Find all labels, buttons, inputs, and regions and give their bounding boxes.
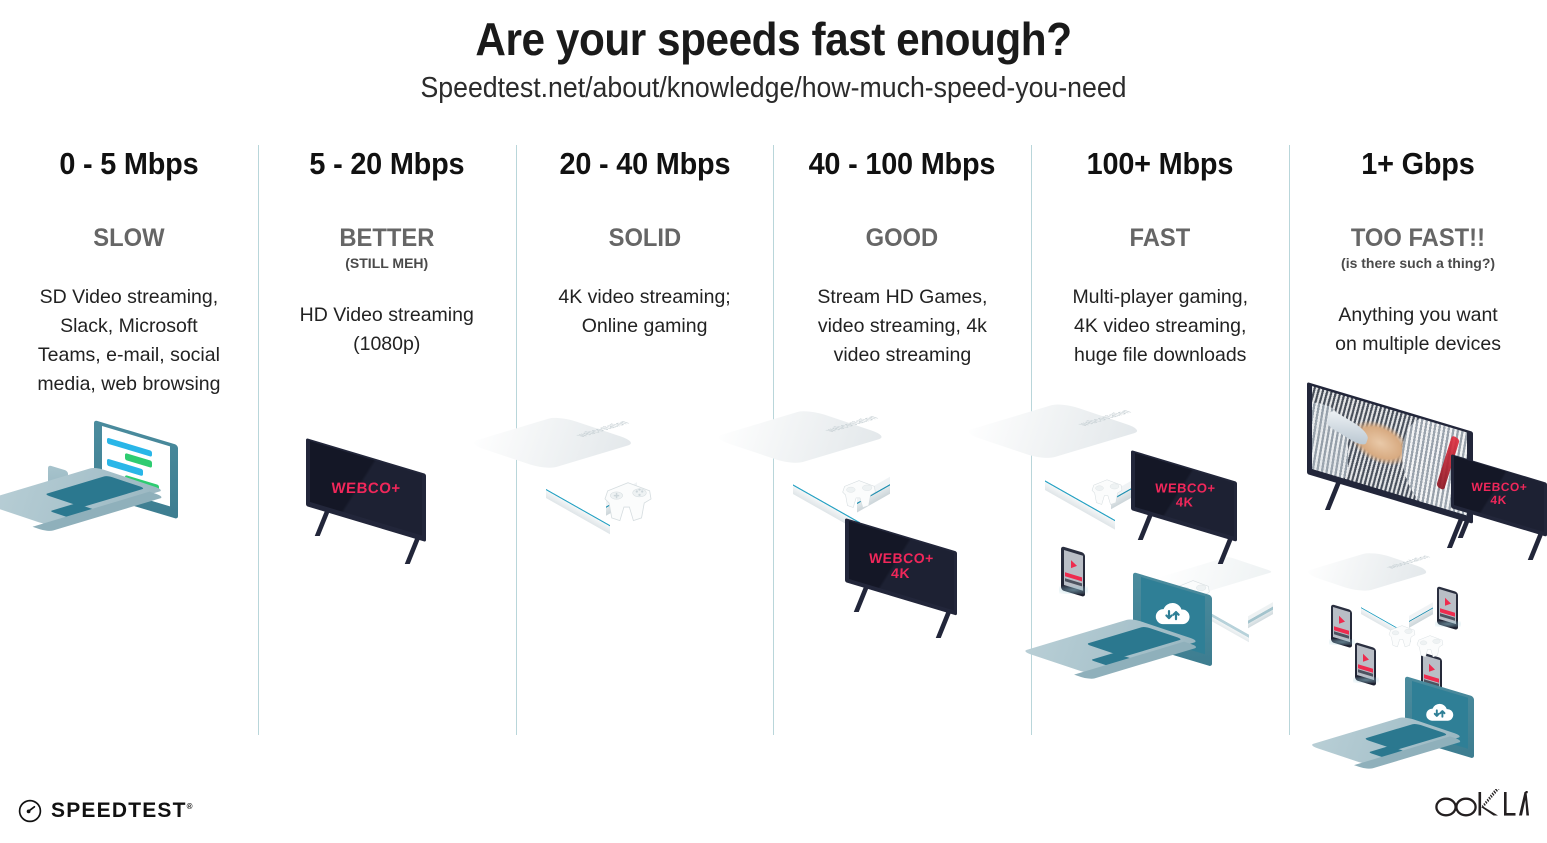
tv-illustration: WEBCO+ 4K: [845, 518, 958, 638]
phone-shadow: [1353, 676, 1379, 684]
controller-svg: [1416, 635, 1444, 658]
play-icon: [1363, 653, 1370, 664]
laptop-cloud-illustration: [1022, 572, 1217, 680]
speedometer-icon: [18, 799, 42, 823]
speed-rating-label: FAST: [1129, 224, 1191, 252]
cloud-sync-svg: [1155, 603, 1190, 625]
tv-illustration: WEBCO+: [305, 438, 426, 564]
tv-leg-left: [1138, 514, 1154, 540]
play-icon: [1429, 663, 1436, 674]
cloud-sync-svg: [1426, 703, 1454, 721]
speed-range-label: 20 - 40 Mbps: [559, 146, 730, 181]
phone-screen: [1063, 549, 1083, 591]
device-illustration-group-3: webcostation: [466, 412, 774, 742]
speed-description: Anything you want on multiple devices: [1335, 304, 1501, 355]
speed-range-label: 0 - 5 Mbps: [59, 146, 199, 181]
speed-rating-sublabel: (is there such a thing?): [1341, 255, 1496, 271]
play-icon: [1339, 615, 1346, 626]
speed-tier-column-4: 40 - 100 Mbps GOOD Stream HD Games, vide…: [711, 132, 1031, 742]
controller-svg: [842, 480, 877, 508]
speed-rating-label: SOLID: [608, 224, 681, 252]
tv-brand-label: WEBCO+ 4K: [1154, 479, 1216, 509]
speed-range-label: 1+ Gbps: [1361, 146, 1475, 181]
game-controller-illustration: [594, 480, 662, 526]
tv-brand-label: WEBCO+ 4K: [1471, 480, 1528, 508]
header: Are your speeds fast enough? Speedtest.n…: [0, 0, 1547, 105]
laptop-screen: [1411, 680, 1468, 749]
cloud-sync-icon: [1152, 599, 1194, 634]
tv-illustration: WEBCO+ 4K: [1451, 454, 1547, 560]
tv-leg-left: [314, 510, 331, 536]
trademark-mark: ®: [186, 802, 194, 811]
speed-range-label: 100+ Mbps: [1086, 146, 1234, 181]
router-side: [1248, 602, 1274, 629]
controller-svg: [1092, 479, 1123, 505]
tv-leg-right: [404, 538, 421, 564]
speed-rating-label: GOOD: [866, 224, 939, 252]
play-icon: [1070, 559, 1077, 570]
phone-illustration: [1059, 546, 1089, 598]
tv-leg-left: [1325, 480, 1343, 510]
phone-illustration: [1329, 604, 1355, 649]
device-illustration-group-1: [0, 412, 258, 742]
tv-leg-right: [936, 612, 952, 638]
page-subtitle-url: Speedtest.net/about/knowledge/how-much-s…: [420, 72, 1127, 104]
speed-description: Stream HD Games, video streaming, 4k vid…: [817, 286, 988, 366]
speedtest-wordmark: SPEEDTEST®: [51, 799, 194, 822]
speed-tier-column-6: 1+ Gbps TOO FAST!! (is there such a thin…: [1289, 132, 1547, 770]
tv-face-illustration: [1307, 382, 1474, 548]
device-illustration-group-6: WEBCO+ 4K webcostation: [1289, 380, 1547, 770]
phone-illustration: [1353, 642, 1379, 687]
laptop-illustration: [0, 420, 184, 532]
page-title: Are your speeds fast enough?: [475, 13, 1072, 65]
laptop-screen: [1140, 577, 1205, 655]
tv-leg-left: [854, 586, 870, 612]
speed-tier-column-2: 5 - 20 Mbps BETTER (STILL MEH) HD Video …: [257, 132, 516, 742]
speed-description: SD Video streaming, Slack, Microsoft Tea…: [37, 286, 221, 395]
speed-rating-label: BETTER: [339, 224, 435, 252]
ookla-logo[interactable]: [1433, 786, 1529, 825]
cloud-sync-icon: [1423, 700, 1457, 729]
phone-screen: [1333, 607, 1351, 643]
speed-tier-columns: 0 - 5 Mbps SLOW SD Video streaming, Slac…: [0, 132, 1547, 770]
tv-illustration: WEBCO+ 4K: [1131, 450, 1238, 564]
phone-shadow: [1059, 586, 1089, 594]
speed-range-label: 40 - 100 Mbps: [809, 146, 996, 181]
speed-tier-column-1: 0 - 5 Mbps SLOW SD Video streaming, Slac…: [0, 132, 258, 742]
speed-rating-label: TOO FAST!!: [1350, 224, 1486, 252]
phone-shadow: [1329, 638, 1355, 646]
speed-description: 4K video streaming; Online gaming: [558, 286, 731, 337]
ookla-wordmark-svg: [1435, 789, 1529, 817]
speed-tier-column-3: 20 - 40 Mbps SOLID 4K video streaming; O…: [466, 132, 774, 742]
laptop-cloud-illustration: [1308, 676, 1479, 770]
play-icon: [1445, 597, 1452, 608]
device-illustration-group-4: webcostation WEBCO+ 4K: [711, 408, 1031, 742]
tv-brand-label: WEBCO+ 4K: [869, 549, 935, 581]
speed-rating-label: SLOW: [93, 224, 165, 252]
phone-screen: [1439, 589, 1457, 625]
device-illustration-group-2: WEBCO+: [258, 412, 516, 742]
game-controller-illustration: [835, 478, 883, 512]
game-controller-illustration: [1085, 478, 1129, 508]
phone-shadow: [1435, 620, 1461, 628]
speed-rating-sublabel: (STILL MEH): [345, 255, 429, 271]
speed-description: HD Video streaming (1080p): [299, 304, 474, 355]
game-console-illustration: webcostation: [1301, 550, 1434, 643]
speed-tier-column-5: 100+ Mbps FAST Multi-player gaming, 4K v…: [961, 132, 1289, 742]
device-illustration-group-5: webcostation WEBCO+ 4K: [961, 402, 1289, 742]
footer: SPEEDTEST®: [0, 773, 1547, 843]
phone-illustration: [1435, 586, 1461, 631]
controller-svg: [604, 482, 652, 522]
speed-range-label: 5 - 20 Mbps: [309, 146, 465, 181]
speed-description: Multi-player gaming, 4K video streaming,…: [1072, 286, 1249, 366]
speedtest-logo[interactable]: SPEEDTEST®: [18, 799, 194, 823]
tv-leg-right: [1527, 534, 1544, 560]
tv-brand-label: WEBCO+: [330, 479, 401, 497]
controller-svg: [1388, 625, 1416, 648]
game-controller-illustration: [1411, 634, 1449, 660]
game-controller-illustration: [1383, 624, 1421, 650]
